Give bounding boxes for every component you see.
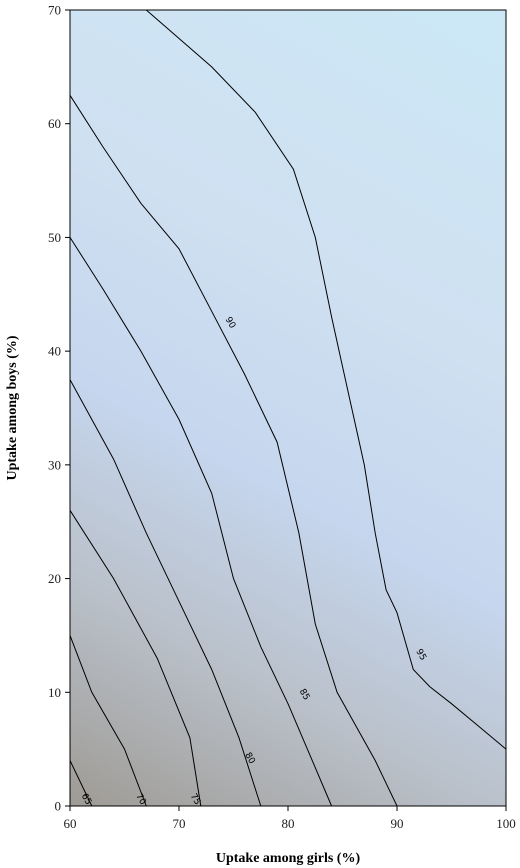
- contour-label-65: 65: [79, 792, 93, 807]
- x-tick-label: 90: [391, 816, 404, 831]
- x-axis-title: Uptake among girls (%): [216, 851, 361, 866]
- y-tick-label: 20: [48, 571, 61, 586]
- y-tick-label: 0: [55, 799, 62, 814]
- y-tick-label: 60: [48, 116, 61, 131]
- x-tick-label: 100: [496, 816, 516, 831]
- x-tick-label: 80: [282, 816, 295, 831]
- contour-lines: [69, 9, 507, 807]
- plot-area: [70, 10, 506, 806]
- contour-label-75: 75: [188, 792, 202, 807]
- y-tick-label: 10: [48, 685, 61, 700]
- contour-line-95: [145, 9, 507, 750]
- y-tick-label: 40: [48, 344, 61, 359]
- contour-line-65: [69, 760, 93, 807]
- x-tick-label: 70: [173, 816, 186, 831]
- y-axis: 0 10 20 30 40 50 60 70: [48, 3, 70, 814]
- x-tick-label: 60: [64, 816, 77, 831]
- contour-line-80: [69, 379, 262, 807]
- contour-line-85: [69, 237, 333, 807]
- y-axis-title: Uptake among boys (%): [5, 335, 20, 480]
- contour-label-95: 95: [413, 648, 427, 663]
- contour-line-90: [69, 95, 398, 807]
- contour-line-70: [69, 635, 147, 807]
- contour-label-85: 85: [297, 687, 311, 702]
- y-tick-label: 50: [48, 230, 61, 245]
- y-tick-label: 30: [48, 457, 61, 472]
- y-tick-label: 70: [48, 3, 61, 18]
- contour-line-75: [69, 510, 202, 807]
- x-axis: 60 70 80 90 100: [64, 806, 516, 831]
